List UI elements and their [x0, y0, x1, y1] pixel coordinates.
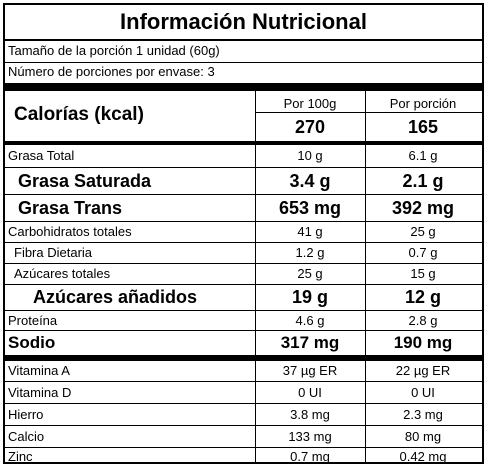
vitamin-label: Calcio: [8, 429, 45, 444]
vitamin-per100: 133 mg: [288, 429, 332, 444]
divider: [5, 167, 482, 168]
nutrient-label: Sodio: [8, 333, 56, 352]
divider: [5, 403, 482, 404]
nutrient-per-serving: 2.1 g: [402, 171, 444, 191]
vitamin-label: Vitamina D: [8, 385, 72, 400]
nutrient-per100: 41 g: [297, 224, 323, 239]
nutrient-row: Sodio 317 mg 190 mg: [5, 331, 482, 355]
nutrient-row: Proteína 4.6 g 2.8 g: [5, 311, 482, 330]
vitamin-row: Vitamina D 0 UI 0 UI: [5, 382, 482, 403]
calories-label: Calorías (kcal): [14, 104, 144, 125]
column-divider-2: [365, 91, 366, 464]
medium-divider: [5, 141, 482, 145]
nutrition-facts-label: Información Nutricional Tamaño de la por…: [3, 3, 484, 464]
vitamin-label: Vitamina A: [8, 363, 70, 378]
nutrient-row: Grasa Saturada 3.4 g 2.1 g: [5, 168, 482, 194]
divider: [5, 330, 482, 331]
vitamin-row: Calcio 133 mg 80 mg: [5, 426, 482, 447]
nutrient-label: Fibra Dietaria: [14, 245, 93, 260]
nutrient-row: Grasa Total 10 g 6.1 g: [5, 145, 482, 167]
divider: [5, 194, 482, 195]
servings-per-container: Número de porciones por envase: 3: [8, 64, 215, 79]
divider: [5, 310, 482, 311]
nutrient-per100: 10 g: [297, 148, 323, 163]
nutrient-per100: 317 mg: [280, 333, 340, 352]
nutrient-row: Carbohidratos totales 41 g 25 g: [5, 222, 482, 242]
vitamin-label: Zinc: [8, 449, 33, 464]
divider: [5, 425, 482, 426]
vitamin-row: Hierro 3.8 mg 2.3 mg: [5, 404, 482, 425]
nutrient-per-serving: 190 mg: [393, 333, 453, 352]
divider: [5, 242, 482, 243]
vitamin-per-serving: 2.3 mg: [403, 407, 443, 422]
calories-per-serving: 165: [407, 117, 439, 137]
vitamin-per-serving: 0.42 mg: [399, 449, 447, 464]
nutrient-label: Azúcares totales: [14, 266, 111, 281]
nutrient-per100: 25 g: [297, 266, 323, 281]
vitamin-per100: 0 UI: [298, 385, 322, 400]
col-header-per-serving: Por porción: [389, 96, 457, 111]
nutrient-label: Proteína: [8, 313, 58, 328]
nutrient-label: Azúcares añadidos: [33, 287, 198, 307]
nutrient-row: Fibra Dietaria 1.2 g 0.7 g: [5, 243, 482, 263]
header-divider: [256, 112, 484, 113]
nutrient-per-serving: 392 mg: [391, 198, 455, 218]
divider: [5, 39, 482, 41]
column-divider-1: [255, 91, 256, 464]
nutrient-label: Grasa Saturada: [18, 171, 152, 191]
divider: [5, 263, 482, 264]
nutrient-row: Azúcares totales 25 g 15 g: [5, 264, 482, 284]
calories-row: Calorías (kcal) Por 100g Por porción 270…: [5, 91, 482, 141]
nutrient-label: Carbohidratos totales: [8, 224, 132, 239]
nutrient-per100: 653 mg: [278, 198, 342, 218]
nutrient-per-serving: 15 g: [410, 266, 436, 281]
nutrient-per-serving: 2.8 g: [408, 313, 438, 328]
label-title: Información Nutricional: [120, 9, 367, 34]
calories-per100: 270: [294, 117, 326, 137]
nutrient-row: Azúcares añadidos 19 g 12 g: [5, 285, 482, 310]
divider: [5, 355, 482, 361]
vitamin-per100: 0.7 mg: [290, 449, 330, 464]
divider: [5, 221, 482, 222]
nutrient-per100: 19 g: [291, 287, 329, 307]
vitamin-label: Hierro: [8, 407, 44, 422]
vitamin-per100: 3.8 mg: [290, 407, 330, 422]
nutrient-per100: 3.4 g: [289, 171, 331, 191]
nutrient-per100: 1.2 g: [295, 245, 325, 260]
vitamin-per-serving: 0 UI: [411, 385, 435, 400]
nutrient-per-serving: 25 g: [410, 224, 436, 239]
nutrient-per-serving: 6.1 g: [408, 148, 438, 163]
nutrient-label: Grasa Total: [8, 148, 75, 163]
nutrient-per-serving: 12 g: [404, 287, 442, 307]
nutrient-label: Grasa Trans: [18, 198, 123, 218]
thick-divider: [5, 83, 482, 91]
divider: [5, 62, 482, 63]
vitamin-per-serving: 22 µg ER: [395, 363, 451, 378]
vitamin-per100: 37 µg ER: [282, 363, 338, 378]
nutrient-per100: 4.6 g: [295, 313, 325, 328]
vitamin-per-serving: 80 mg: [404, 429, 442, 444]
nutrient-row: Grasa Trans 653 mg 392 mg: [5, 195, 482, 221]
divider: [5, 447, 482, 448]
serving-size: Tamaño de la porción 1 unidad (60g): [8, 43, 220, 58]
divider: [5, 284, 482, 285]
vitamin-row: Vitamina A 37 µg ER 22 µg ER: [5, 361, 482, 381]
divider: [5, 381, 482, 382]
vitamin-row: Zinc 0.7 mg 0.42 mg: [5, 448, 482, 465]
col-header-per100: Por 100g: [283, 96, 337, 111]
nutrient-per-serving: 0.7 g: [408, 245, 438, 260]
